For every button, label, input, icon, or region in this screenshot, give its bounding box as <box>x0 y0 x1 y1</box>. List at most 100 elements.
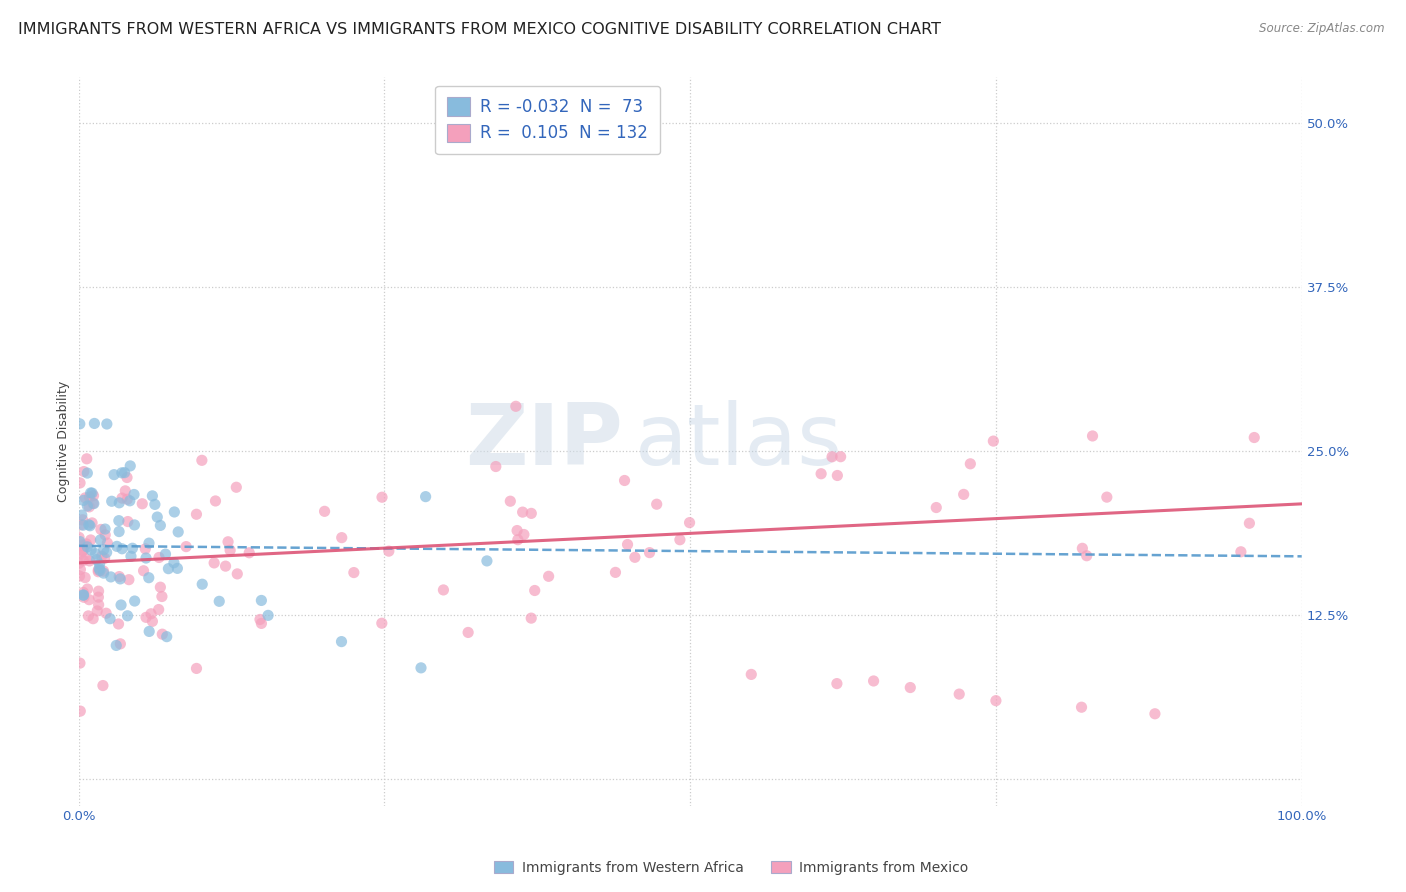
Point <box>124 594 146 608</box>
Point <box>79 533 101 547</box>
Point <box>108 524 131 539</box>
Point <box>118 573 141 587</box>
Point <box>605 566 627 580</box>
Point <box>1071 541 1094 556</box>
Point <box>72 544 94 558</box>
Point <box>75 571 97 585</box>
Point <box>111 466 134 480</box>
Point <box>79 486 101 500</box>
Point <box>93 564 115 578</box>
Point <box>79 518 101 533</box>
Point <box>371 490 394 504</box>
Point <box>93 542 115 557</box>
Point <box>163 556 186 570</box>
Point <box>204 494 226 508</box>
Point <box>520 611 543 625</box>
Point <box>523 583 546 598</box>
Point <box>226 566 249 581</box>
Point <box>89 564 111 578</box>
Point <box>250 593 273 607</box>
Point <box>1230 545 1253 559</box>
Point <box>72 543 94 558</box>
Point <box>148 550 170 565</box>
Point <box>156 630 179 644</box>
Point <box>82 496 104 510</box>
Point <box>76 540 98 554</box>
Point <box>83 489 105 503</box>
Point <box>93 551 115 566</box>
Point <box>87 563 110 577</box>
Point <box>409 661 432 675</box>
Point <box>91 679 114 693</box>
Point <box>111 541 134 556</box>
Point <box>191 453 214 467</box>
Point <box>87 590 110 604</box>
Point <box>108 496 131 510</box>
Point <box>505 399 527 413</box>
Point <box>69 704 91 718</box>
Point <box>83 497 105 511</box>
Point <box>121 541 143 556</box>
Point <box>72 493 94 508</box>
Point <box>131 497 153 511</box>
Point <box>1095 490 1118 504</box>
Point <box>89 561 111 575</box>
Point <box>89 558 111 572</box>
Point <box>70 508 93 522</box>
Text: Source: ZipAtlas.com: Source: ZipAtlas.com <box>1260 22 1385 36</box>
Point <box>110 598 132 612</box>
Point <box>67 557 90 571</box>
Text: ZIP: ZIP <box>465 400 623 483</box>
Point <box>138 571 160 585</box>
Point <box>67 530 90 544</box>
Point <box>225 480 247 494</box>
Point <box>75 491 97 505</box>
Text: IMMIGRANTS FROM WESTERN AFRICA VS IMMIGRANTS FROM MEXICO COGNITIVE DISABILITY CO: IMMIGRANTS FROM WESTERN AFRICA VS IMMIGR… <box>18 22 941 37</box>
Point <box>135 610 157 624</box>
Point <box>250 616 273 631</box>
Point <box>155 547 177 561</box>
Point <box>499 494 522 508</box>
Point <box>77 592 100 607</box>
Point <box>72 518 94 533</box>
Point <box>616 537 638 551</box>
Point <box>69 417 91 431</box>
Point <box>80 516 103 530</box>
Point <box>1076 549 1098 563</box>
Point <box>512 505 534 519</box>
Point <box>70 547 93 561</box>
Point <box>105 540 128 554</box>
Point <box>79 490 101 504</box>
Point <box>163 505 186 519</box>
Point <box>506 533 529 547</box>
Point <box>925 500 948 515</box>
Point <box>114 466 136 480</box>
Point <box>72 553 94 567</box>
Point <box>537 569 560 583</box>
Point <box>138 536 160 550</box>
Point <box>94 522 117 536</box>
Point <box>415 490 437 504</box>
Point <box>120 549 142 564</box>
Point <box>76 451 98 466</box>
Point <box>93 566 115 581</box>
Point <box>86 552 108 566</box>
Point <box>825 676 848 690</box>
Point <box>186 661 208 675</box>
Point <box>810 467 832 481</box>
Point <box>69 569 91 583</box>
Point <box>111 491 134 505</box>
Point <box>69 475 91 490</box>
Point <box>84 547 107 561</box>
Point <box>76 499 98 513</box>
Point <box>96 417 118 431</box>
Point <box>141 489 163 503</box>
Point <box>77 608 100 623</box>
Point <box>87 584 110 599</box>
Point <box>141 615 163 629</box>
Point <box>457 625 479 640</box>
Point <box>219 543 242 558</box>
Point <box>77 500 100 514</box>
Y-axis label: Cognitive Disability: Cognitive Disability <box>58 381 70 502</box>
Point <box>72 585 94 599</box>
